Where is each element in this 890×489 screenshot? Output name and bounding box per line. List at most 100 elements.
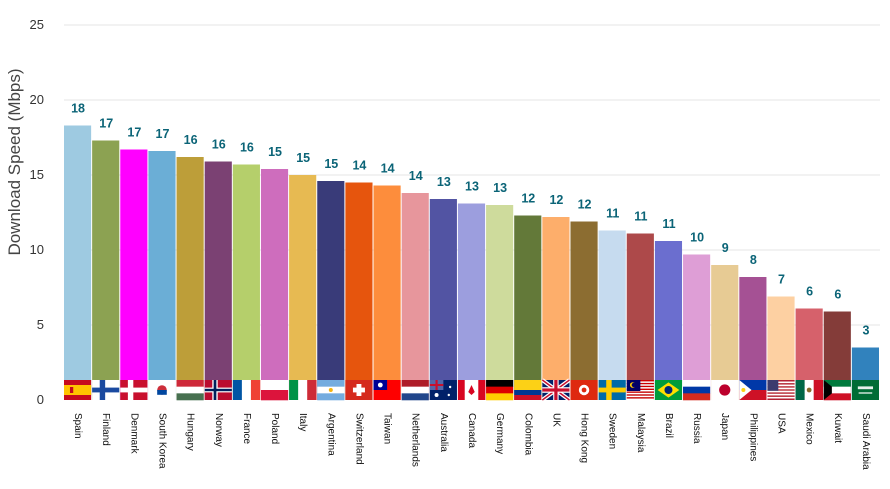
x-tick-label: Switzerland: [353, 413, 364, 465]
flag-part: [823, 386, 851, 394]
flag-part: [683, 386, 711, 394]
bar: [711, 265, 739, 400]
flag-part: [241, 380, 252, 400]
x-tick-label: Sweden: [607, 413, 618, 449]
flag-part: [626, 392, 654, 395]
malaysia-flag: [626, 380, 654, 400]
flag-part: [377, 382, 383, 388]
bar: [373, 185, 401, 400]
norway-flag: [204, 380, 232, 400]
argentina-flag: [317, 380, 345, 401]
hungary-flag: [176, 380, 204, 401]
bar: [683, 254, 711, 400]
flag-part: [64, 385, 92, 395]
flag-part: [664, 386, 673, 394]
flag-part: [767, 389, 795, 391]
spain-flag: [64, 380, 92, 400]
bar: [486, 205, 514, 400]
flag-part: [204, 388, 232, 392]
y-tick-label: 10: [30, 242, 44, 257]
data-label: 11: [662, 217, 675, 231]
data-label: 16: [212, 138, 226, 152]
flag-part: [352, 387, 365, 393]
flag-part: [260, 380, 289, 391]
flag-part: [606, 380, 612, 400]
x-tick-label: Philippines: [747, 413, 758, 461]
bar: [542, 217, 570, 400]
bar: [204, 161, 232, 400]
x-tick-label: France: [241, 413, 252, 445]
flag-part: [795, 380, 805, 400]
y-axis-ticks: 0 5 10 15 20 25: [30, 17, 44, 407]
philippines-flag: [739, 380, 767, 400]
data-label: 13: [465, 180, 479, 194]
x-tick-label: Saudi Arabia: [860, 413, 871, 470]
flag-part: [767, 393, 795, 396]
x-tick-label: Finland: [100, 413, 111, 446]
flag-part: [435, 380, 438, 390]
flag-part: [514, 380, 542, 390]
flag-part: [176, 393, 204, 401]
bar: [739, 277, 767, 400]
bar: [120, 149, 148, 400]
flag-part: [298, 380, 308, 400]
y-tick-label: 20: [30, 92, 44, 107]
france-flag: [232, 380, 261, 400]
flag-part: [626, 381, 654, 383]
flag-part: [598, 387, 626, 393]
flag-part: [626, 380, 654, 382]
y-tick-label: 25: [30, 17, 44, 32]
x-tick-label: Japan: [719, 413, 730, 440]
data-label: 7: [778, 273, 785, 287]
flag-part: [767, 390, 795, 393]
data-label: 15: [324, 157, 338, 171]
x-tick-label: Malaysia: [635, 413, 646, 453]
x-tick-label: Italy: [297, 413, 308, 431]
flag-part: [514, 395, 542, 400]
x-tick-label: Hungary: [185, 413, 196, 451]
x-tick-label: Russia: [691, 413, 702, 444]
flag-part: [631, 382, 637, 388]
flag-part: [213, 380, 217, 400]
flag-part: [719, 384, 731, 396]
kuwait-flag: [823, 380, 851, 401]
bar: [92, 140, 120, 400]
russia-flag: [683, 380, 711, 401]
bar: [570, 221, 598, 400]
flag-part: [486, 386, 514, 394]
x-tick-label: Australia: [438, 413, 449, 452]
flag-part: [92, 387, 120, 393]
flag-part: [767, 398, 795, 400]
y-tick-label: 5: [37, 317, 44, 332]
flag-part: [317, 380, 345, 387]
data-label: 11: [634, 210, 647, 224]
colombia-flag: [514, 380, 542, 400]
flag-part: [626, 397, 654, 399]
x-tick-label: Kuwait: [832, 413, 843, 443]
japan-flag: [711, 380, 739, 400]
flag-part: [514, 390, 542, 395]
bar: [598, 230, 626, 400]
data-label: 11: [606, 207, 619, 221]
finland-flag: [92, 380, 120, 400]
flag-part: [626, 395, 654, 398]
flag-part: [767, 395, 795, 397]
data-label: 8: [750, 253, 757, 267]
bar: [176, 157, 204, 400]
flag-part: [767, 383, 795, 385]
bar: [317, 181, 345, 400]
bar: [148, 151, 176, 400]
data-label: 15: [268, 145, 282, 159]
x-tick-label: Hong Kong: [579, 413, 590, 463]
flag-part: [317, 393, 345, 401]
x-tick-label: Colombia: [522, 413, 533, 456]
flag-part: [127, 380, 134, 400]
x-axis-categories: Spain Finland Denmark South Korea Hungary Nor…: [72, 413, 871, 470]
flag-part: [767, 380, 795, 382]
flag-part: [289, 380, 299, 400]
mexico-flag: [795, 380, 824, 400]
flag-part: [739, 390, 767, 400]
data-label: 18: [71, 102, 85, 116]
